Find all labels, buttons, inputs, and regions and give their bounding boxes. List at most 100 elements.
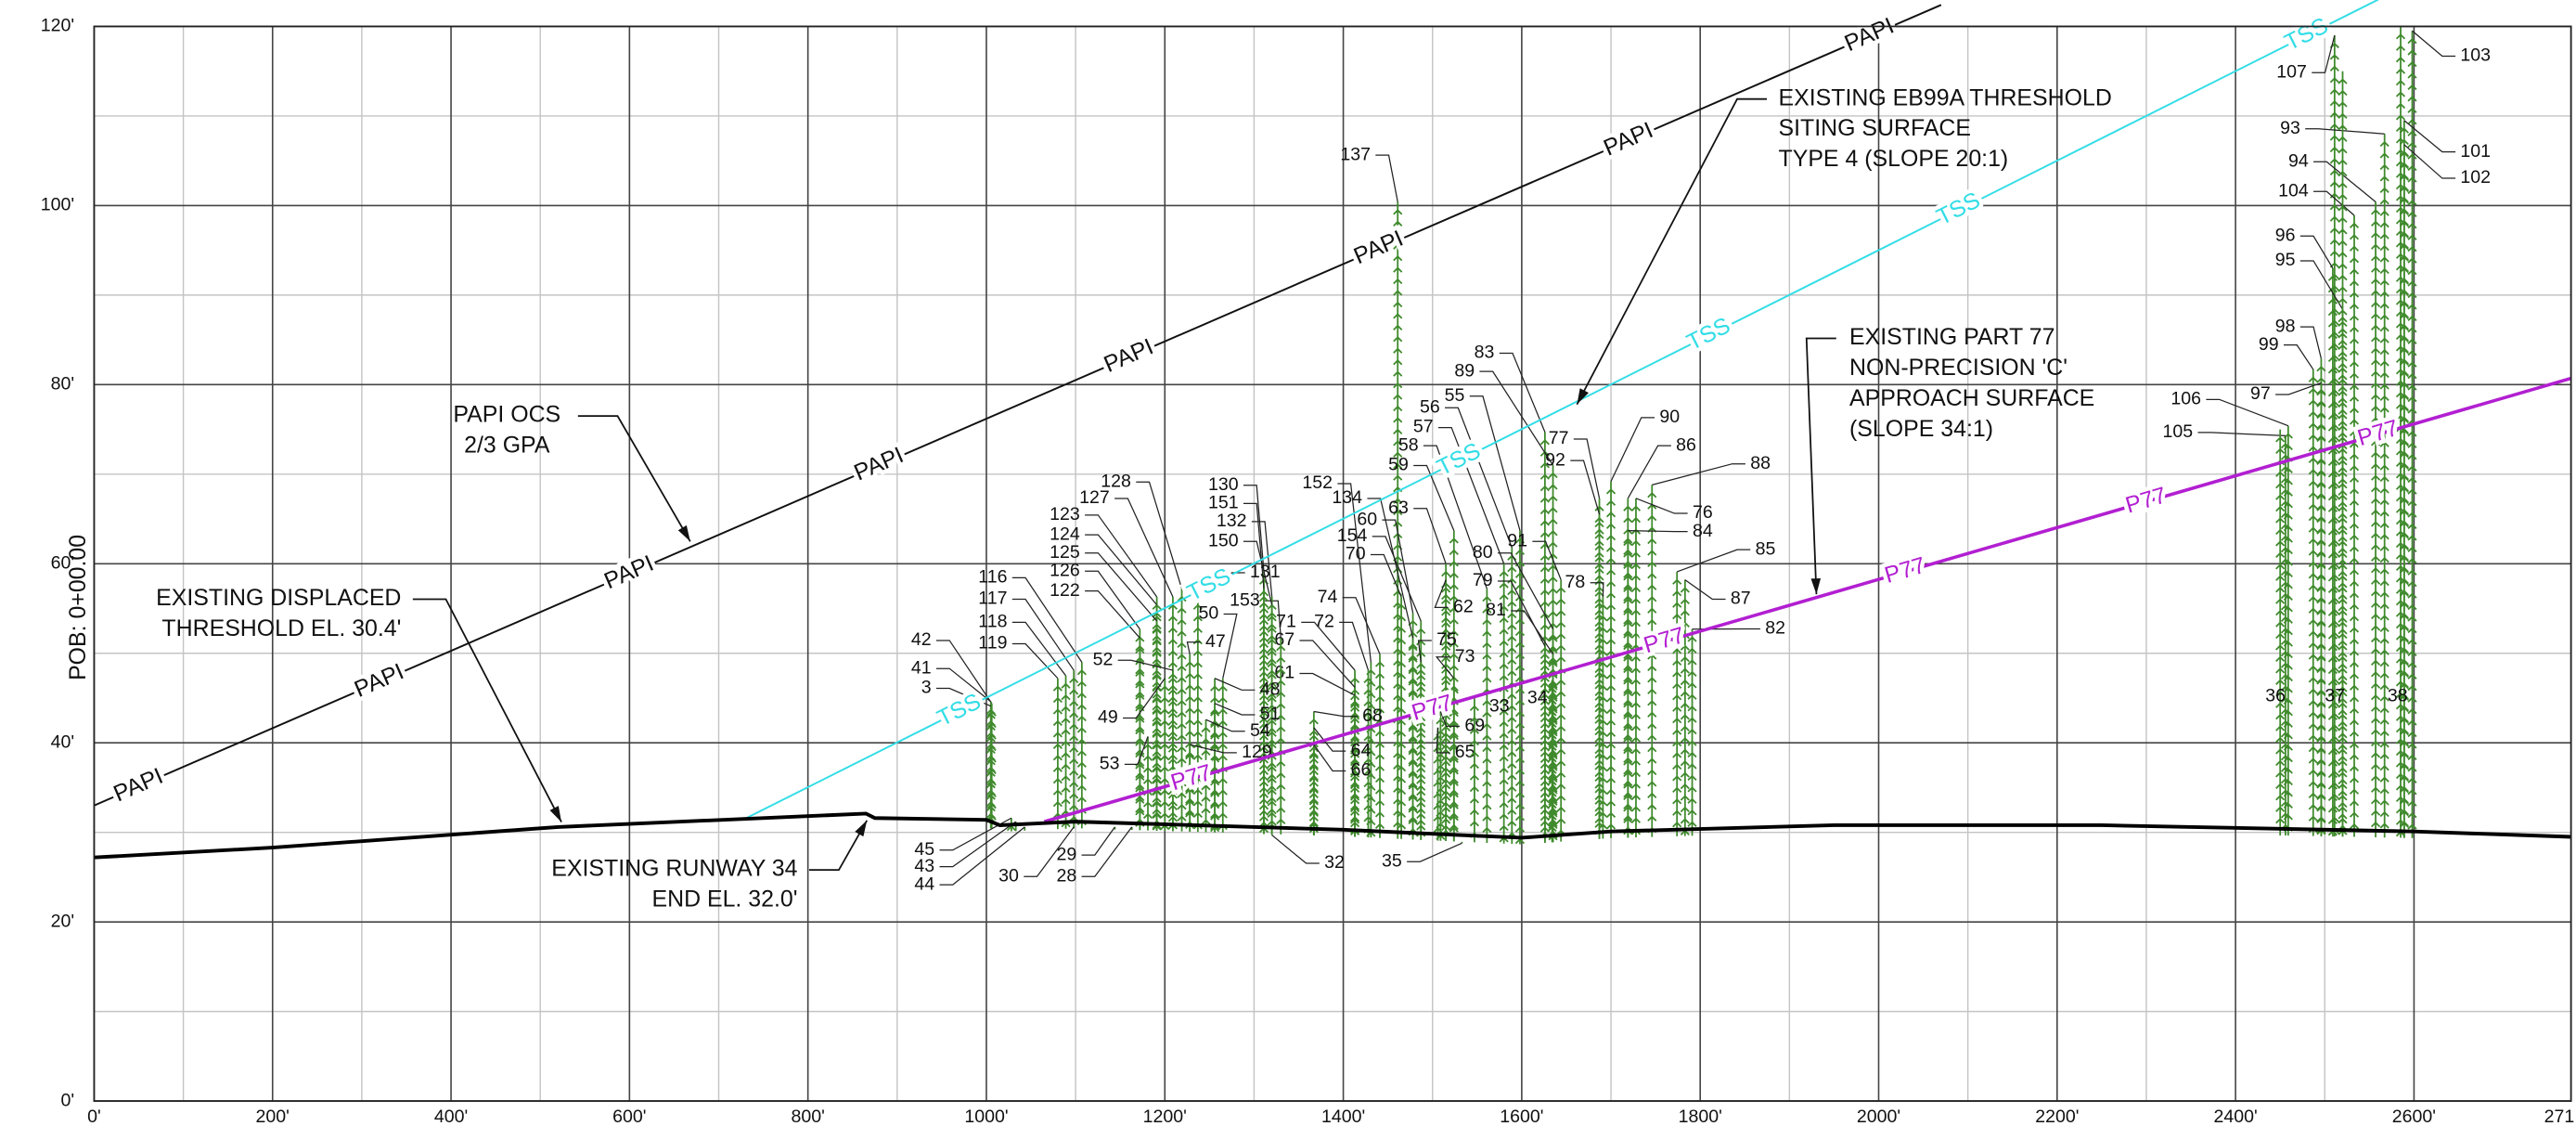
annotation-text: PAPI OCS: [453, 402, 560, 428]
obstruction-label: 73: [1455, 646, 1475, 667]
obstruction-label: 85: [1756, 538, 1776, 559]
tree: [1556, 579, 1566, 842]
x-tick-label: 1800': [1679, 1107, 1722, 1127]
leader-line: [1081, 826, 1115, 856]
obstruction-label: 34: [1527, 687, 1548, 707]
x-tick-label: 1400': [1321, 1107, 1365, 1127]
tree: [1217, 678, 1228, 833]
annotations: EXISTING EB99A THRESHOLD SITING SURFACE TY…: [156, 84, 2112, 912]
leader-line: [2284, 344, 2314, 370]
obstruction-label: 81: [1486, 600, 1506, 620]
leader-line: [1436, 727, 1450, 754]
obstruction-label: 65: [1455, 742, 1475, 762]
annotation-text: END EL. 32.0': [651, 887, 797, 912]
x-tick-label: 2400': [2214, 1107, 2258, 1127]
obstruction-label: 92: [1545, 449, 1565, 470]
obstruction-label: 54: [1250, 720, 1270, 741]
annotation-leader: [1805, 337, 1836, 595]
obstruction-label: 33: [1489, 695, 1510, 716]
leader-line: [2412, 30, 2456, 58]
leader-line: [2403, 144, 2456, 179]
tree: [1436, 711, 1446, 841]
x-tick-label: 400': [434, 1107, 468, 1127]
tree: [1623, 530, 1633, 838]
obstruction-label: 51: [1260, 704, 1281, 724]
obstruction-label: 125: [1050, 542, 1080, 563]
obstruction-label: 116: [978, 567, 1007, 588]
x-tick-label: 600': [612, 1107, 646, 1127]
leader-line: [1299, 640, 1356, 688]
leader-line: [1337, 483, 1372, 663]
obstruction-label: 70: [1346, 544, 1366, 564]
obstruction-label: 45: [914, 839, 934, 860]
obstruction-label: 137: [1340, 144, 1371, 164]
surface-line: [1043, 376, 2572, 823]
obstruction-label: 99: [2259, 334, 2279, 355]
obstruction-label: 93: [2280, 118, 2300, 138]
leader-line: [1627, 445, 1671, 499]
annotation-leader: [808, 820, 869, 872]
leader-line: [2299, 260, 2344, 310]
y-tick-label: 0': [60, 1090, 74, 1110]
obstruction-label: 151: [1208, 493, 1239, 513]
leader-line: [1123, 678, 1166, 719]
obstruction-label: 64: [1351, 740, 1372, 760]
leader-line: [1342, 597, 1381, 654]
leader-line: [1370, 553, 1402, 598]
tree: [1594, 514, 1604, 839]
obstruction-label: 47: [1205, 631, 1226, 652]
annotation-text: EXISTING PART 77: [1849, 324, 2054, 350]
annotation-text: EXISTING DISPLACED: [156, 585, 401, 611]
obstruction-label: 83: [1475, 343, 1495, 363]
leader-line: [1205, 718, 1245, 732]
tree: [2338, 71, 2348, 837]
tree: [2370, 201, 2381, 838]
leader-line: [1497, 552, 1554, 630]
leader-line: [1243, 540, 1273, 605]
obstruction-label: 42: [911, 629, 932, 650]
annotation-leader: [577, 415, 691, 542]
obstruction-label: 96: [2275, 225, 2296, 245]
obstruction-label: 119: [978, 633, 1007, 654]
leader-line: [1024, 826, 1075, 877]
tree: [1374, 654, 1385, 838]
obstruction-label: 105: [2163, 421, 2194, 442]
grid: [93, 25, 2572, 1102]
leader-line: [2299, 326, 2323, 359]
leader-line: [2313, 161, 2376, 203]
x-tick-label: 2000': [1857, 1107, 1900, 1127]
obstruction-label: 94: [2288, 150, 2309, 171]
obstruction-label: 71: [1276, 612, 1296, 632]
leader-line: [1437, 426, 1505, 564]
leader-line: [1610, 417, 1655, 482]
leader-line: [1439, 711, 1461, 728]
leader-line: [2312, 34, 2336, 73]
tree: [2395, 26, 2406, 838]
tree: [1167, 670, 1179, 832]
leader-line: [1136, 481, 1183, 589]
arrowhead: [855, 820, 868, 837]
obstruction-label: 72: [1314, 612, 1334, 632]
leader-line: [939, 821, 1017, 868]
tree: [2407, 31, 2417, 838]
leader-line: [1197, 572, 1245, 598]
annotation-text: EXISTING EB99A THRESHOLD: [1779, 84, 2112, 110]
leader-line: [1011, 621, 1067, 677]
leader-line: [1417, 640, 1432, 663]
tree: [1258, 589, 1269, 835]
ground-profile: [94, 811, 2571, 860]
surface-line: [745, 0, 2379, 820]
leader-line: [1375, 154, 1398, 202]
annotation-text: 2/3 GPA: [464, 433, 550, 459]
annotation-text: TYPE 4 (SLOPE 20:1): [1779, 146, 2009, 172]
obstruction-label: 68: [1362, 705, 1383, 726]
obstruction-label: 60: [1357, 509, 1377, 529]
obstruction-label: 56: [1420, 396, 1440, 417]
leader-line: [1413, 508, 1447, 564]
obstruction-label: 82: [1765, 618, 1785, 639]
arrowhead: [549, 806, 562, 822]
obstruction-label: 63: [1388, 498, 1409, 518]
obstruction-label: 74: [1318, 587, 1338, 607]
leader-line: [935, 640, 993, 705]
